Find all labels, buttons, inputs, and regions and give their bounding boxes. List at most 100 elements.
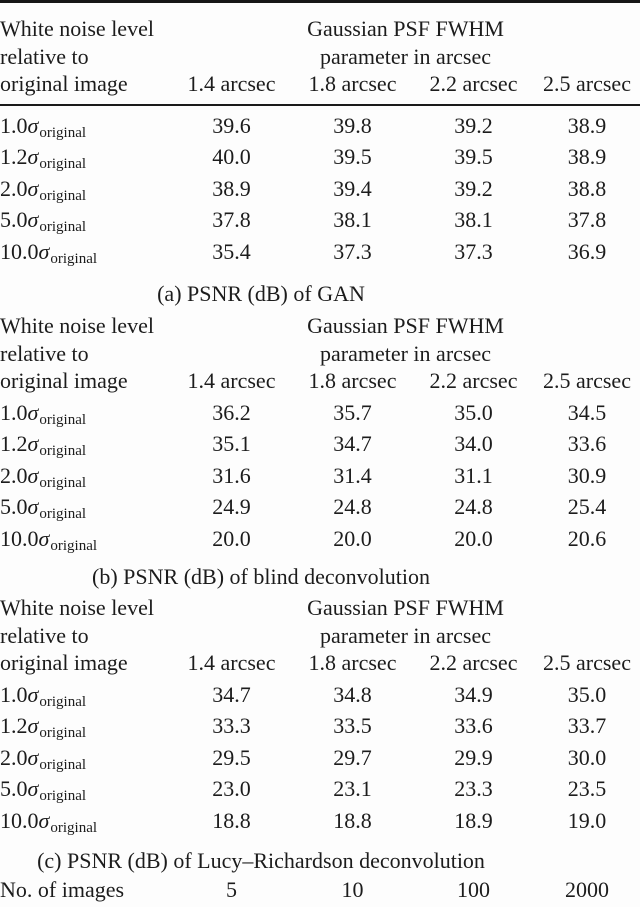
stub-header-line: relative to (0, 622, 89, 648)
column-header: 2.2 arcsec (429, 650, 518, 675)
psnr-value-cell: 33.7 (567, 713, 607, 738)
psnr-value-cell: 29.9 (454, 744, 493, 770)
group-header-line: parameter in arcsec (320, 622, 491, 648)
psnr-value-cell: 38.9 (212, 175, 251, 201)
psnr-value-cell: 31.4 (333, 462, 372, 488)
psnr-value-cell: 23.5 (567, 776, 607, 801)
sigma-subscript: original (39, 474, 87, 491)
sigma-symbol: σ (38, 525, 50, 551)
sigma-symbol: σ (27, 713, 39, 738)
sigma-subscript: original (39, 156, 87, 172)
header-row: White noise level Gaussian PSF FWHM (0, 9, 640, 43)
sigma-subscript: original (39, 725, 87, 741)
psnr-value-cell: 35.7 (333, 399, 372, 425)
psnr-value-cell: 38.1 (454, 207, 493, 232)
noise-level-value: 5.0 (0, 207, 28, 232)
noise-level-value: 1.2 (0, 431, 28, 456)
training-set-table: No. of images 5 10 100 2000 PSNR 34.6 36… (0, 876, 640, 907)
psnr-value-cell: 23.3 (454, 776, 493, 801)
column-header: 1.8 arcsec (308, 650, 397, 675)
noise-level-label: 10.0σoriginal (0, 807, 171, 839)
noise-level-value: 1.2 (0, 144, 28, 169)
header-row: White noise level Gaussian PSF FWHM (0, 594, 640, 622)
psnr-value-cell: 31.1 (454, 462, 493, 488)
column-header: 1.8 arcsec (292, 70, 413, 106)
subtable-a-psnr-gan: White noise level Gaussian PSF FWHM rela… (0, 9, 640, 305)
sigma-symbol: σ (38, 807, 50, 833)
subtable-b-psnr-blind-deconvolution: White noise level Gaussian PSF FWHM rela… (0, 312, 640, 588)
subtable-d-training-set: No. of images 5 10 100 2000 PSNR 34.6 36… (0, 876, 640, 907)
sigma-symbol: σ (27, 144, 39, 169)
column-header: 2.2 arcsec (429, 368, 518, 393)
psnr-value-cell: 39.4 (333, 175, 372, 201)
psnr-value-cell: 34.7 (212, 681, 251, 707)
psnr-table-c: White noise level Gaussian PSF FWHM rela… (0, 594, 640, 838)
stub-header-line: relative to (0, 43, 89, 69)
psnr-value-cell: 29.5 (212, 744, 251, 770)
psnr-value-cell: 33.3 (212, 713, 251, 738)
table-row: 10.0σoriginal 18.8 18.8 18.9 19.0 (0, 807, 640, 839)
noise-level-label: 5.0σoriginal (0, 206, 171, 238)
psnr-value-cell: 37.8 (567, 207, 607, 232)
psnr-table-a: White noise level Gaussian PSF FWHM rela… (0, 9, 640, 269)
group-header-line: Gaussian PSF FWHM (307, 16, 504, 41)
psnr-value-cell: 37.8 (212, 207, 251, 232)
psnr-value-cell: 24.8 (454, 494, 493, 519)
column-header: 1.4 arcsec (187, 650, 276, 675)
num-images-value: 10 (341, 877, 364, 902)
sigma-symbol: σ (27, 399, 39, 425)
column-header: 1.4 arcsec (171, 70, 292, 106)
psnr-value-cell: 18.8 (212, 807, 251, 833)
subtable-c-psnr-lucy-richardson: White noise level Gaussian PSF FWHM rela… (0, 594, 640, 872)
psnr-value-cell: 23.0 (212, 776, 251, 801)
table-row: 5.0σoriginal 24.9 24.8 24.8 25.4 (0, 493, 640, 525)
noise-level-value: 2.0 (0, 744, 28, 770)
psnr-value-cell: 24.9 (212, 494, 251, 519)
column-header: 2.2 arcsec (413, 70, 534, 106)
psnr-value-cell: 35.0 (454, 399, 493, 425)
header-row: original image 1.4 arcsec 1.8 arcsec 2.2… (0, 367, 640, 399)
table-row: 1.0σoriginal 34.7 34.8 34.9 35.0 (0, 681, 640, 713)
noise-level-label: 5.0σoriginal (0, 775, 171, 807)
psnr-value-cell: 30.9 (567, 462, 607, 488)
psnr-value-cell: 38.9 (567, 112, 607, 138)
column-header: 1.8 arcsec (308, 368, 397, 393)
sigma-symbol: σ (27, 431, 39, 456)
psnr-value-cell: 37.9 (534, 904, 640, 907)
sigma-subscript: original (39, 219, 87, 235)
table-row: 1.2σoriginal 35.1 34.7 34.0 33.6 (0, 430, 640, 462)
sigma-subscript: original (39, 506, 87, 522)
group-header-line: parameter in arcsec (320, 340, 491, 366)
noise-level-value: 10.0 (0, 525, 39, 551)
psnr-value-cell: 39.5 (333, 144, 372, 169)
table-row: 10.0σoriginal 35.4 37.3 37.3 36.9 (0, 238, 640, 270)
table-row: 1.2σoriginal 33.3 33.5 33.6 33.7 (0, 712, 640, 744)
table-row: 1.0σoriginal 39.6 39.8 39.2 38.9 (0, 105, 640, 144)
psnr-value-cell: 24.8 (333, 494, 372, 519)
stub-header-line: original image (0, 70, 171, 106)
psnr-value-cell: 20.0 (454, 525, 493, 551)
sigma-symbol: σ (27, 494, 39, 519)
psnr-value-cell: 34.8 (333, 681, 372, 707)
noise-level-label: 10.0σoriginal (0, 525, 171, 557)
noise-level-label: 1.2σoriginal (0, 143, 171, 175)
sigma-symbol: σ (27, 744, 39, 770)
subtable-caption: (b) PSNR (dB) of blind deconvolution (92, 564, 430, 589)
header-row: relative to parameter in arcsec (0, 340, 640, 368)
table-row: 1.2σoriginal 40.0 39.5 39.5 38.9 (0, 143, 640, 175)
noise-level-label: 2.0σoriginal (0, 744, 171, 776)
noise-level-label: 1.2σoriginal (0, 430, 171, 462)
header-row: relative to parameter in arcsec (0, 43, 640, 71)
sigma-subscript: original (39, 788, 87, 804)
table-row: 5.0σoriginal 23.0 23.1 23.3 23.5 (0, 775, 640, 807)
noise-level-label: 10.0σoriginal (0, 238, 171, 270)
psnr-value-cell: 36.0 (292, 904, 413, 907)
psnr-value-cell: 39.8 (333, 112, 372, 138)
psnr-value-cell: 40.0 (212, 144, 251, 169)
noise-level-value: 10.0 (0, 807, 39, 833)
psnr-value-cell: 29.7 (333, 744, 372, 770)
psnr-value-cell: 18.9 (454, 807, 493, 833)
sigma-symbol: σ (27, 776, 39, 801)
noise-level-label: 2.0σoriginal (0, 462, 171, 494)
psnr-value-cell: 33.6 (454, 713, 493, 738)
